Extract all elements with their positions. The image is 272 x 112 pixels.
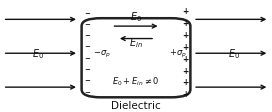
FancyBboxPatch shape: [82, 19, 190, 97]
Text: +: +: [183, 78, 188, 87]
Text: +: +: [183, 19, 188, 28]
Text: +: +: [183, 66, 188, 75]
Text: −: −: [85, 22, 91, 28]
Text: Dielectric: Dielectric: [111, 100, 161, 110]
Text: $-\sigma_p$: $-\sigma_p$: [93, 48, 111, 59]
Text: $+\sigma_p$: $+\sigma_p$: [169, 48, 187, 60]
Text: +: +: [183, 54, 188, 63]
Text: −: −: [85, 89, 91, 95]
Text: +: +: [183, 7, 188, 16]
Text: $E_0+E_{in}\neq 0$: $E_0+E_{in}\neq 0$: [112, 74, 160, 87]
Text: −: −: [85, 78, 91, 84]
Text: $E_{in}$: $E_{in}$: [129, 36, 143, 49]
Text: −: −: [85, 44, 91, 50]
Text: +: +: [183, 90, 188, 99]
Text: −: −: [85, 66, 91, 72]
Text: $E_0$: $E_0$: [32, 47, 44, 61]
Text: $E_0$: $E_0$: [130, 10, 142, 24]
Text: −: −: [85, 55, 91, 61]
Text: +: +: [183, 42, 188, 51]
Text: −: −: [85, 10, 91, 16]
Text: −: −: [85, 33, 91, 39]
Text: $E_0$: $E_0$: [228, 47, 240, 61]
Text: +: +: [183, 30, 188, 39]
